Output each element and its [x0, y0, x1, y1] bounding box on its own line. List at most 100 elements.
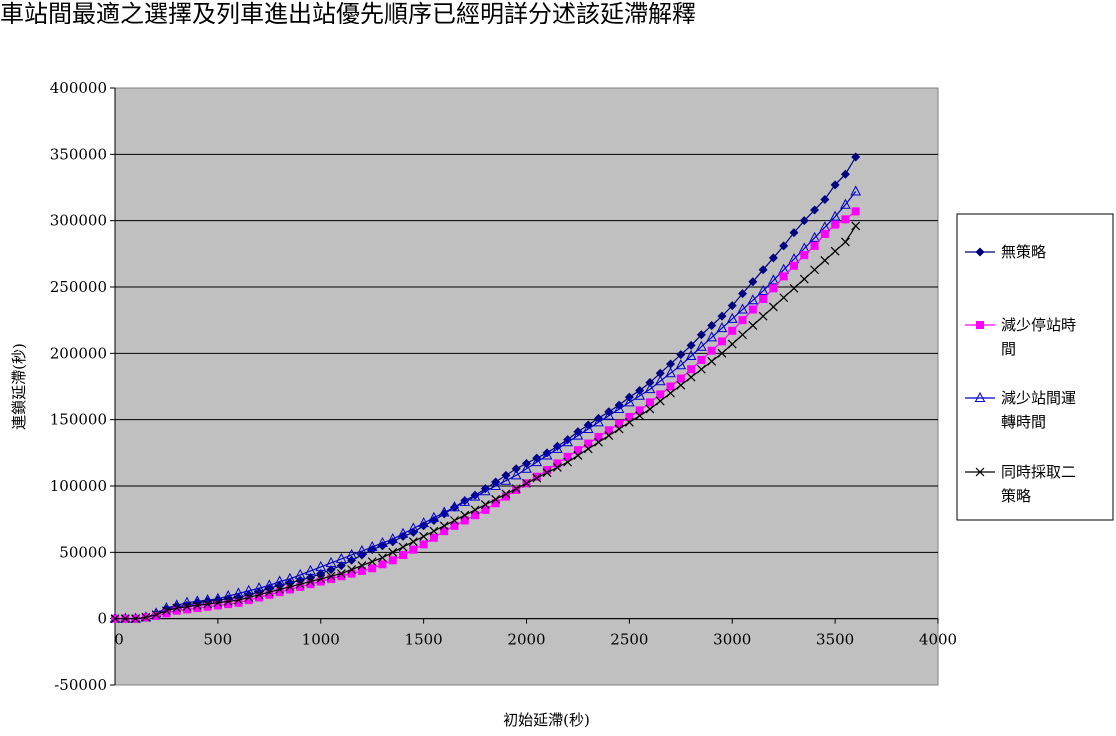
- data-point: [419, 521, 429, 531]
- x-marker-stroke: [254, 590, 264, 600]
- legend-label: 間: [1001, 340, 1016, 358]
- x-marker-stroke: [686, 372, 696, 382]
- data-point: [768, 274, 779, 285]
- data-point: [470, 505, 480, 515]
- y-tick-label: 300000: [50, 212, 107, 230]
- x-marker-stroke: [264, 587, 274, 597]
- data-point: [460, 516, 469, 525]
- x-marker-stroke: [326, 571, 336, 581]
- data-point: [851, 207, 860, 216]
- legend-label: 同時採取二: [1001, 463, 1076, 481]
- data-point: [275, 585, 285, 594]
- data-point: [326, 571, 336, 581]
- data-point: [563, 452, 572, 461]
- legend-label: 轉時間: [1001, 413, 1046, 431]
- data-point: [356, 544, 368, 556]
- data-point: [687, 365, 696, 374]
- data-point: [810, 205, 820, 215]
- x-marker-stroke: [614, 424, 624, 434]
- x-marker-stroke: [635, 411, 645, 421]
- data-point: [820, 194, 830, 204]
- data-point: [594, 437, 603, 447]
- data-point: [685, 349, 697, 360]
- data-point: [346, 548, 357, 559]
- data-point: [337, 572, 346, 581]
- x-marker-stroke: [162, 606, 171, 616]
- data-point: [666, 359, 676, 369]
- data-point: [440, 527, 449, 536]
- x-tick-label: 1500: [405, 631, 443, 649]
- y-tick-label: 350000: [50, 145, 107, 163]
- data-point: [593, 416, 604, 427]
- x-marker-stroke: [419, 531, 429, 541]
- data-point: [583, 444, 593, 454]
- data-point: [851, 152, 861, 162]
- data-point: [172, 606, 181, 615]
- x-marker-stroke: [398, 542, 408, 552]
- data-point: [624, 417, 634, 427]
- data-point: [655, 368, 665, 378]
- data-point: [686, 372, 696, 382]
- data-point: [563, 457, 573, 467]
- data-point: [222, 590, 234, 601]
- data-point: [789, 283, 799, 293]
- x-marker-stroke: [182, 602, 192, 612]
- data-point: [512, 485, 521, 494]
- data-point: [471, 511, 480, 520]
- data-point: [543, 466, 552, 475]
- data-point: [253, 582, 265, 593]
- data-point: [820, 229, 829, 238]
- data-point: [634, 389, 645, 400]
- x-marker-stroke: [223, 596, 233, 606]
- data-point: [378, 553, 387, 563]
- data-point: [748, 277, 758, 287]
- data-point: [706, 331, 718, 342]
- y-tick-label: 400000: [50, 79, 107, 97]
- data-point: [368, 564, 377, 573]
- legend-label: 減少停站時: [1001, 316, 1076, 334]
- data-point: [500, 474, 512, 485]
- data-point: [562, 436, 573, 447]
- data-point: [501, 489, 511, 499]
- data-point: [696, 330, 706, 340]
- data-point: [759, 294, 768, 303]
- data-point: [553, 459, 562, 468]
- data-point: [717, 311, 727, 321]
- y-axis-title: 連鎖延滯(秒): [10, 343, 28, 430]
- x-marker-stroke: [460, 510, 470, 520]
- data-point: [738, 316, 747, 325]
- data-point: [275, 588, 284, 597]
- page-header-text: 車站間最適之選擇及列車進出站優先順序已經明詳分述該延滯解釋: [0, 0, 696, 24]
- x-marker-stroke: [563, 457, 573, 467]
- data-point: [615, 419, 624, 428]
- data-point: [265, 590, 274, 599]
- x-marker-stroke: [491, 494, 501, 504]
- data-point: [285, 582, 295, 592]
- x-marker-stroke: [213, 598, 223, 608]
- x-marker-stroke: [975, 467, 985, 477]
- x-tick-label: 2500: [610, 631, 648, 649]
- data-point: [830, 246, 840, 256]
- data-point: [809, 231, 820, 242]
- data-point: [800, 251, 809, 260]
- data-point: [582, 422, 594, 433]
- data-point: [357, 566, 366, 575]
- data-point: [810, 241, 819, 250]
- series-3: [110, 221, 861, 624]
- data-point: [284, 572, 296, 583]
- data-point: [840, 237, 850, 247]
- x-marker-stroke: [295, 579, 305, 589]
- x-marker-stroke: [840, 237, 850, 247]
- x-tick-label: 4000: [919, 631, 957, 649]
- x-marker-stroke: [696, 364, 706, 374]
- data-point: [697, 355, 706, 364]
- x-marker-stroke: [799, 274, 809, 284]
- data-point: [779, 293, 789, 303]
- data-point: [419, 531, 429, 541]
- x-marker-stroke: [378, 553, 387, 563]
- x-marker-stroke: [727, 339, 737, 349]
- data-point: [717, 337, 726, 346]
- data-point: [656, 390, 665, 399]
- data-point: [429, 533, 438, 542]
